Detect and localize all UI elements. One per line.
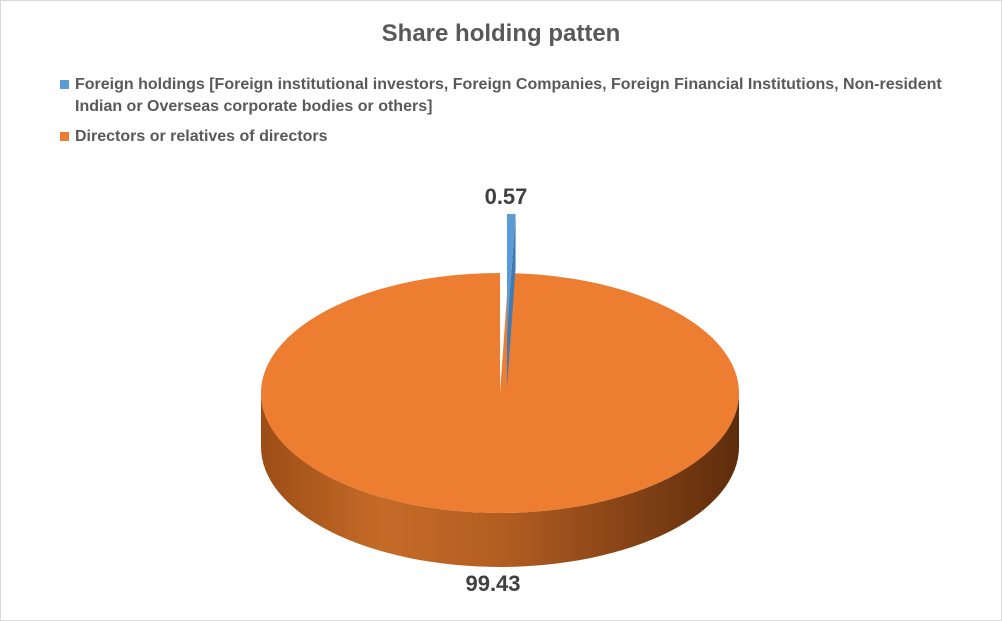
data-label-foreign: 0.57 (485, 184, 528, 209)
legend-swatch-foreign (60, 80, 69, 89)
legend-swatch-directors (60, 132, 69, 141)
slice-wall-foreign (507, 214, 516, 388)
legend-label-directors: Directors or relatives of directors (75, 128, 328, 145)
slice-directors (260, 273, 739, 513)
pie-slices (260, 214, 739, 567)
legend-item-foreign: Foreign holdings [Foreign institutional … (60, 74, 960, 118)
slice-foreign (507, 214, 516, 334)
chart-legend: Foreign holdings [Foreign institutional … (60, 74, 960, 156)
legend-item-directors: Directors or relatives of directors (60, 126, 960, 148)
legend-label-foreign: Foreign holdings [Foreign institutional … (75, 76, 942, 115)
data-label-directors: 99.43 (465, 571, 520, 596)
chart-title: Share holding patten (381, 20, 621, 47)
slice-side-directors (261, 393, 739, 567)
